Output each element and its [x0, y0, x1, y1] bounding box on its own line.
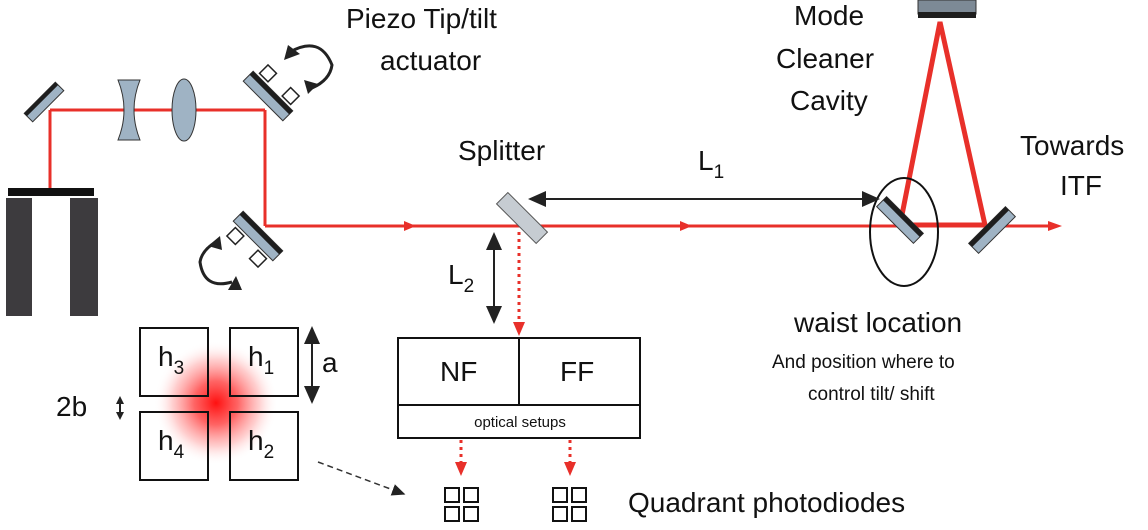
l2-label: L2 — [448, 259, 474, 297]
mode-cleaner-input-mirror — [875, 195, 925, 245]
quadrant-photodiodes-label: Quadrant photodiodes — [628, 487, 905, 518]
quadrant-photodiode-ff-icon — [552, 487, 587, 522]
laser-source — [6, 188, 98, 316]
splitter-label: Splitter — [458, 135, 545, 166]
2b-label: 2b — [56, 391, 87, 422]
rotation-arrow-top-icon — [284, 44, 334, 94]
mode-cleaner-label-line3: Cavity — [790, 85, 868, 116]
waist-label: waist location — [793, 307, 962, 338]
photodiode-feed-arrows — [455, 440, 576, 476]
laser-beam-path — [48, 21, 1058, 228]
optical-setups-label: optical setups — [474, 414, 566, 431]
quadrant-h4-label: h4 — [158, 425, 185, 463]
waist-note-line2: control tilt/ shift — [808, 384, 935, 405]
nf-label: NF — [440, 356, 477, 387]
optical-setups-box — [397, 337, 641, 439]
ff-label: FF — [560, 356, 594, 387]
piezo-label-line2: actuator — [380, 45, 481, 76]
waist-note-line1: And position where to — [772, 352, 955, 373]
quadrant-photodiode-nf-icon — [444, 487, 479, 522]
piezo-label-line1: Piezo Tip/tilt — [346, 3, 497, 34]
quadrant-h2-label: h2 — [248, 425, 274, 463]
a-label: a — [322, 347, 338, 378]
mode-cleaner-top-mirror — [917, 0, 977, 18]
towards-label-line2: ITF — [1060, 170, 1102, 201]
piezo-mirror-bottom — [225, 210, 284, 269]
l1-label: L1 — [698, 145, 724, 183]
rotation-arrow-bottom-icon — [198, 236, 242, 290]
mirror-1 — [23, 81, 65, 123]
waist-location-marker — [869, 177, 939, 287]
pick-off-beam — [513, 232, 525, 336]
towards-label-line1: Towards — [1020, 130, 1124, 161]
detector-pointer-arrow — [317, 461, 406, 496]
diverging-lens — [117, 79, 141, 141]
2b-dimension-arrow — [116, 396, 124, 420]
converging-lens — [171, 78, 197, 142]
quadrant-h3-label: h3 — [158, 341, 184, 379]
beam-direction-arrows — [404, 221, 1062, 231]
quadrant-detector-detail — [139, 327, 299, 481]
mode-cleaner-label-line2: Cleaner — [776, 43, 874, 74]
splitter-mirror — [495, 191, 549, 245]
mode-cleaner-label-line1: Mode — [794, 0, 864, 31]
quadrant-h1-label: h1 — [248, 341, 274, 379]
piezo-mirror-top — [242, 63, 301, 122]
mode-cleaner-output-mirror — [967, 205, 1017, 255]
